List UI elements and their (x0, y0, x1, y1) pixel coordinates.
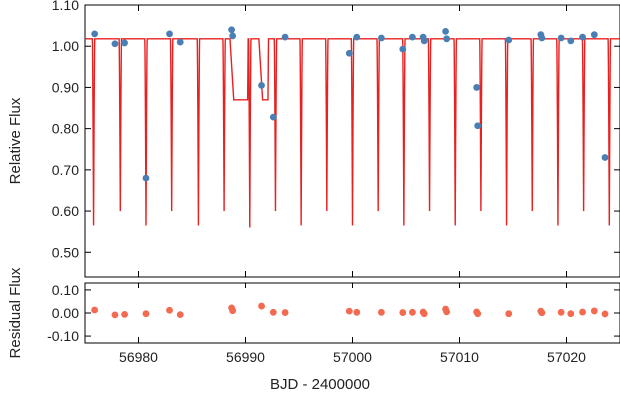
flux-data-point (166, 30, 173, 38)
flux-data-point (409, 33, 416, 41)
residual-data-point (91, 306, 99, 314)
flux-data-point (353, 33, 361, 41)
residual-data-point (590, 307, 598, 315)
x-tick-label: 57020 (547, 349, 586, 365)
residual-data-point (409, 308, 416, 316)
flux-data-point (579, 33, 586, 41)
x-tick-label: 56990 (226, 349, 265, 365)
residual-data-point (121, 310, 128, 318)
flux-data-point (229, 32, 237, 40)
flux-data-point (258, 81, 265, 89)
flux-data-point (567, 37, 575, 45)
flux-data-point (176, 38, 184, 46)
flux-data-point (505, 36, 513, 44)
residual-x-ticks: 56980 56990 57000 57010 57020 (119, 283, 586, 365)
residual-data-point (399, 309, 407, 316)
flux-data-point (442, 27, 449, 35)
flux-data-point (601, 154, 609, 161)
flux-data-point (420, 37, 428, 45)
residual-data-point (229, 307, 237, 315)
residual-data-point (345, 307, 353, 315)
flux-data-point (377, 34, 385, 42)
flux-y-tick-label: 1.10 (52, 0, 79, 13)
flux-y-axis-title: Relative Flux (7, 97, 24, 184)
residual-data-point (579, 308, 586, 316)
x-tick-label: 57000 (333, 349, 372, 365)
residual-data-point (166, 306, 173, 314)
model-curve-layer (85, 38, 620, 228)
residual-data-point (269, 308, 277, 316)
residual-data-point (538, 309, 546, 317)
flux-data-point (91, 30, 99, 38)
residual-data-point (505, 310, 513, 318)
residual-data-point (474, 310, 482, 318)
flux-y-tick-label: 0.80 (52, 121, 79, 137)
residual-data-point (353, 308, 361, 316)
residual-y-tick-label: 0.00 (52, 305, 79, 321)
residual-data-point (281, 309, 289, 316)
flux-y-ticks: 1.10 1.00 0.90 0.80 0.70 0.60 0.50 (52, 0, 620, 260)
flux-points-layer (91, 26, 609, 182)
residual-y-tick-label: -0.10 (47, 328, 79, 344)
flux-y-tick-label: 0.60 (52, 203, 79, 219)
flux-y-tick-label: 0.90 (52, 79, 79, 95)
residual-data-point (601, 310, 609, 318)
flux-data-point (345, 49, 353, 57)
flux-data-point (443, 35, 451, 43)
flux-y-tick-label: 0.70 (52, 162, 79, 178)
flux-x-tick-marks (138, 5, 567, 277)
flux-data-point (121, 39, 128, 47)
flux-data-point (474, 122, 482, 130)
residual-y-tick-label: 0.10 (52, 282, 79, 298)
x-axis-title: BJD - 2400000 (270, 376, 370, 393)
residual-data-point (258, 302, 265, 310)
flux-y-tick-label: 0.50 (52, 244, 79, 260)
x-tick-label: 56980 (119, 349, 158, 365)
residual-points-layer (91, 302, 609, 319)
residual-y-axis-title: Residual Flux (7, 267, 24, 358)
flux-data-point (473, 84, 481, 91)
flux-data-point (281, 33, 289, 41)
residual-data-point (557, 308, 565, 316)
flux-data-point (399, 45, 407, 53)
residual-panel: 0.100.00-0.10 56980 56990 57000 57010 57020 … (7, 267, 620, 393)
residual-data-point (567, 310, 575, 318)
flux-data-point (538, 34, 546, 42)
flux-data-point (142, 174, 150, 182)
flux-data-point (111, 40, 119, 48)
flux-y-tick-label: 1.00 (52, 38, 79, 54)
residual-data-point (377, 308, 385, 316)
flux-data-point (269, 113, 277, 121)
residual-data-point (142, 310, 150, 318)
flux-data-point (590, 31, 598, 39)
model-curve (85, 38, 620, 228)
residual-y-ticks: 0.10 0.00 -0.10 (47, 282, 620, 344)
x-tick-label: 57010 (440, 349, 479, 365)
flux-data-point (557, 34, 565, 42)
residual-data-point (420, 310, 428, 318)
residual-plot-frame (84, 282, 620, 344)
residual-data-point (176, 311, 184, 319)
residual-data-point (111, 311, 119, 319)
flux-panel: 1.10 1.00 0.90 0.80 0.70 0.60 0.50 Relative Fl… (7, 0, 620, 278)
residual-data-point (443, 308, 451, 316)
flux-data-point (228, 26, 235, 34)
